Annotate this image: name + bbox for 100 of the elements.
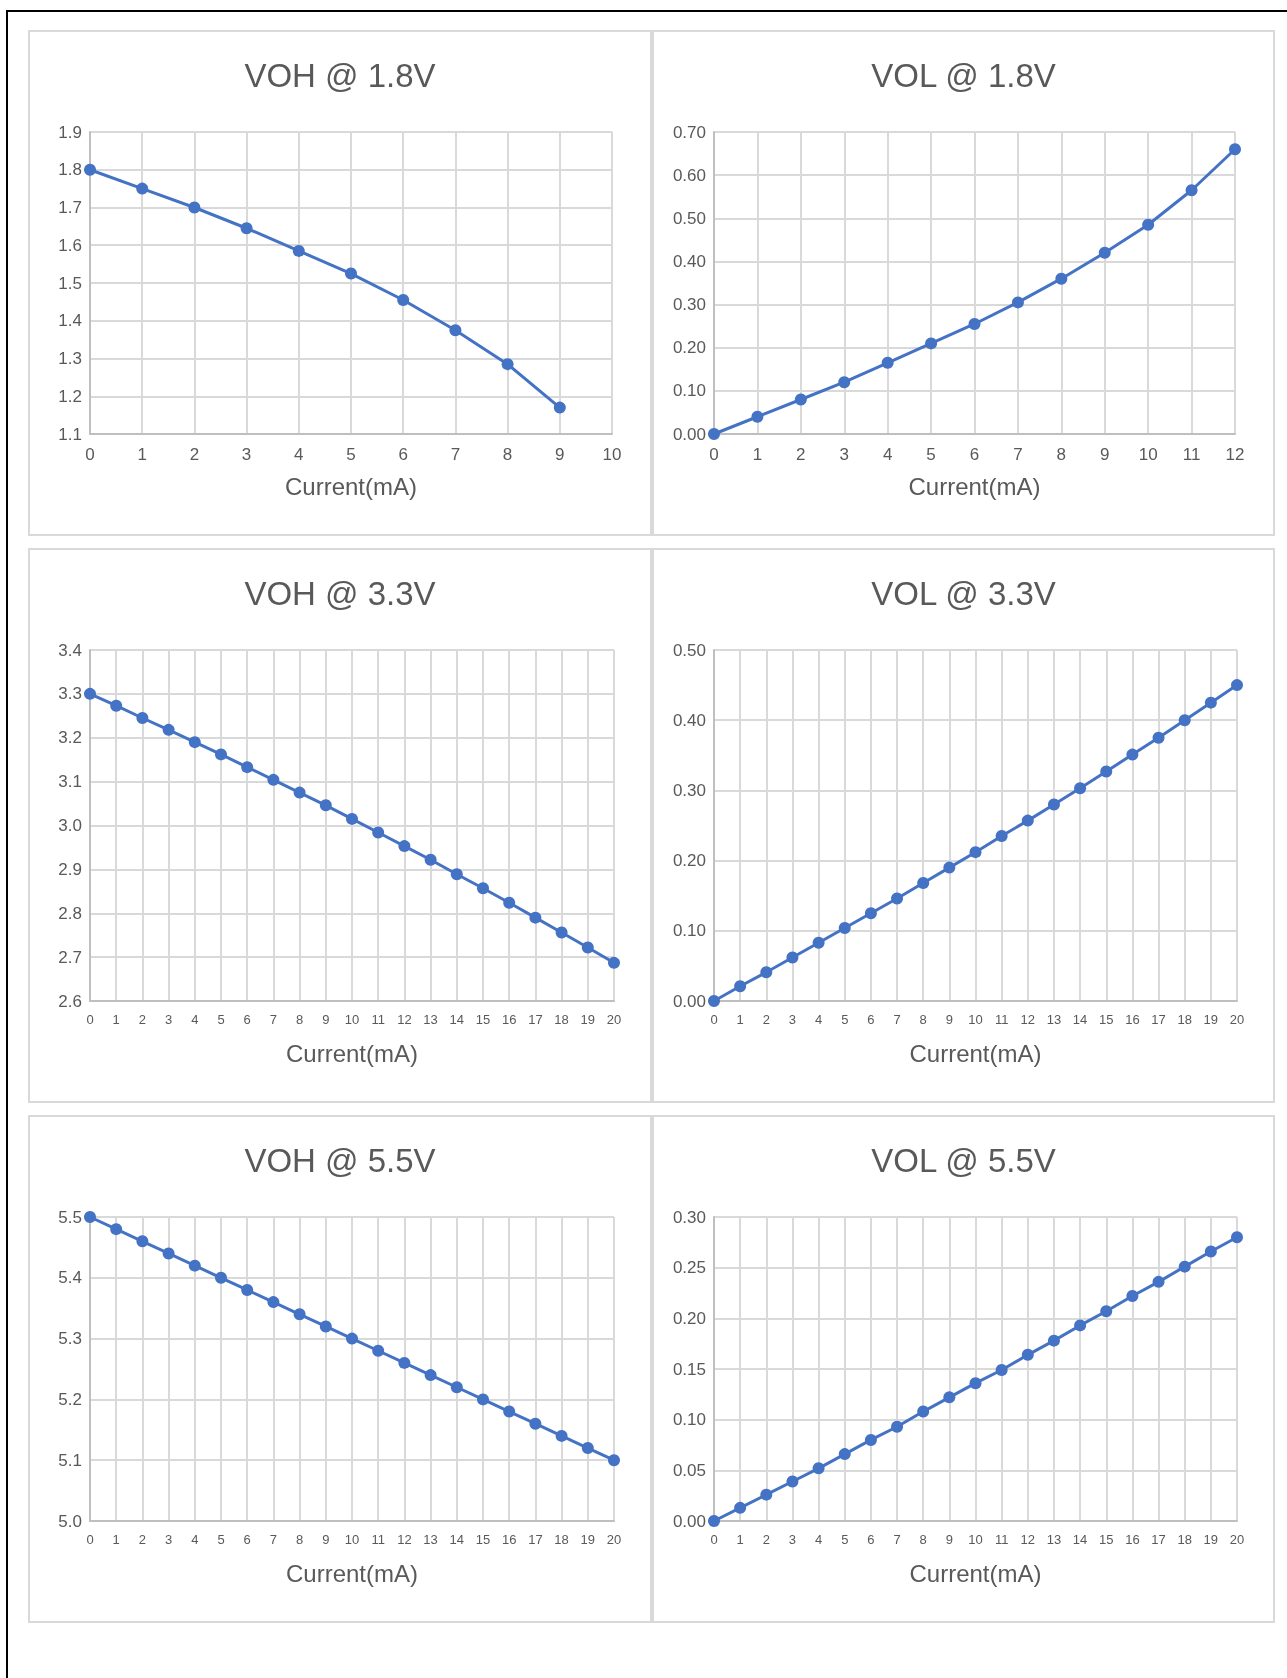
y-tick-label: 5.4 [58, 1268, 82, 1288]
y-tick-label: 0.15 [672, 1359, 706, 1379]
x-tick-label: 3 [241, 445, 252, 464]
y-tick-label: 2.7 [58, 947, 82, 967]
point [864, 907, 877, 920]
point [608, 1454, 620, 1467]
point [1178, 1260, 1191, 1273]
y-tick-label: 5.1 [58, 1450, 82, 1470]
x-tick-label: 2 [189, 445, 200, 464]
x-tick-label: 12 [1020, 1532, 1036, 1547]
x-tick-label: 2 [762, 1012, 770, 1027]
point [346, 812, 358, 825]
point [529, 1417, 542, 1430]
x-tick-label: 0 [710, 1012, 718, 1027]
point [1231, 1231, 1243, 1244]
x-tick-label: 12 [397, 1012, 412, 1027]
point [267, 1296, 280, 1309]
point [734, 980, 747, 993]
x-tick-label: 4 [294, 445, 304, 464]
point [891, 1420, 904, 1433]
point [708, 995, 720, 1007]
x-tick-label: 5 [926, 445, 936, 464]
point [477, 1393, 489, 1406]
chart-title: VOH @ 1.8V [244, 57, 436, 94]
point [786, 951, 799, 964]
point [864, 1433, 877, 1446]
point [995, 1364, 1008, 1377]
point [449, 324, 462, 337]
chart-title: VOL @ 3.3V [871, 575, 1056, 612]
point [346, 1332, 358, 1345]
x-tick-label: 1 [112, 1532, 120, 1547]
point [450, 868, 463, 881]
x-tick-label: 20 [606, 1012, 622, 1027]
point [1204, 1245, 1217, 1258]
point [188, 201, 201, 214]
x-tick-label: 11 [371, 1012, 385, 1027]
point [424, 853, 437, 866]
x-tick-label: 20 [1229, 1012, 1245, 1027]
x-tick-label: 3 [164, 1532, 173, 1547]
point [794, 393, 807, 406]
x-tick-label: 9 [945, 1012, 953, 1027]
y-tick-label: 1.2 [58, 386, 82, 406]
y-tick-label: 0.20 [672, 851, 706, 871]
x-tick-label: 9 [322, 1012, 330, 1027]
y-tick-label: 0.25 [672, 1258, 706, 1278]
x-tick-label: 2 [138, 1012, 147, 1027]
point [1152, 1275, 1165, 1288]
point [1100, 1305, 1113, 1318]
x-tick-label: 6 [867, 1012, 875, 1027]
x-tick-label: 2 [762, 1532, 770, 1547]
point [555, 1429, 568, 1442]
y-tick-label: 1.1 [58, 424, 82, 444]
point [1178, 714, 1191, 727]
x-tick-label: 5 [217, 1012, 225, 1027]
point [241, 761, 254, 774]
point [397, 293, 410, 306]
x-tick-label: 7 [893, 1012, 901, 1027]
point [838, 1448, 851, 1461]
y-tick-label: 0.20 [672, 1308, 706, 1328]
point [292, 244, 305, 257]
x-tick-label: 14 [1072, 1012, 1088, 1027]
point [110, 699, 123, 712]
y-tick-label: 0.40 [672, 251, 706, 271]
x-tick-label: 5 [841, 1012, 849, 1027]
point [529, 911, 542, 924]
x-tick-label: 15 [1099, 1012, 1114, 1027]
y-tick-label: 2.8 [58, 903, 82, 923]
x-axis-title: Current(mA) [285, 1039, 419, 1067]
x-tick-label: 11 [371, 1532, 385, 1547]
y-tick-label: 0.70 [672, 122, 706, 142]
y-tick-label: 0.00 [672, 424, 706, 444]
y-tick-label: 0.10 [672, 1410, 706, 1430]
point [760, 1488, 773, 1501]
y-tick-label: 0.10 [672, 921, 706, 941]
x-tick-label: 5 [841, 1532, 849, 1547]
x-tick-label: 7 [450, 445, 461, 464]
point [943, 1391, 956, 1404]
chart-title: VOL @ 1.8V [871, 57, 1056, 94]
y-tick-label: 0.30 [672, 1207, 706, 1227]
x-tick-label: 13 [1046, 1532, 1062, 1547]
point [1152, 731, 1165, 744]
x-tick-label: 10 [602, 445, 622, 464]
point [917, 1405, 930, 1418]
point [751, 410, 764, 423]
point [267, 773, 280, 786]
x-tick-label: 11 [994, 1532, 1009, 1547]
x-tick-label: 2 [796, 445, 806, 464]
point [501, 358, 514, 371]
x-tick-label: 0 [85, 445, 95, 464]
point [881, 356, 894, 369]
x-axis-title: Current(mA) [908, 472, 1041, 500]
point [1142, 218, 1155, 231]
x-tick-label: 13 [423, 1012, 438, 1027]
y-tick-label: 0.30 [672, 780, 706, 800]
point [943, 861, 956, 874]
x-tick-label: 10 [344, 1012, 360, 1027]
point [608, 956, 620, 969]
x-tick-label: 10 [968, 1012, 983, 1027]
x-tick-label: 16 [1125, 1012, 1140, 1027]
point [968, 317, 981, 330]
